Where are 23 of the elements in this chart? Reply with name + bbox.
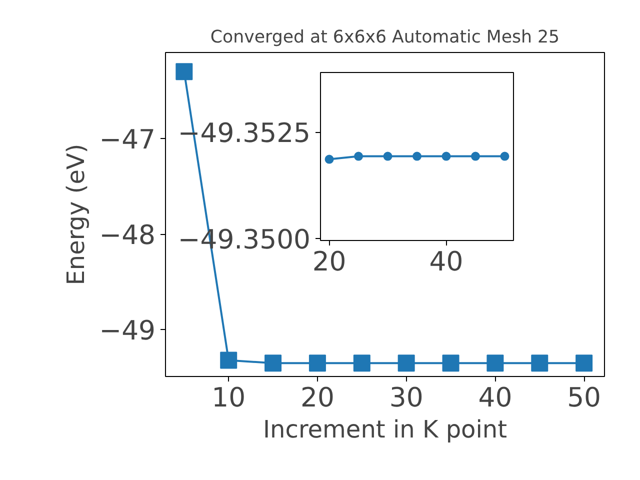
point (308, 354, 326, 372)
y-tick-label: −47 (99, 124, 156, 156)
point (442, 354, 460, 372)
point (398, 354, 415, 372)
point (576, 354, 593, 372)
x-tick-label: 20 (312, 246, 346, 278)
point (176, 63, 193, 80)
y-axis-title: Energy (eV) (62, 144, 90, 286)
x-tick-label: 40 (478, 382, 512, 414)
y-tick-label: −49 (99, 316, 156, 347)
x-tick-label: 40 (429, 246, 464, 278)
x-tick-label: 20 (300, 382, 334, 414)
x-tick-label: 10 (212, 382, 246, 414)
x-tick-label: 30 (389, 382, 424, 414)
point (220, 352, 238, 369)
point (353, 354, 370, 372)
x-tick-label: 50 (567, 382, 602, 414)
y-tick-label: −48 (99, 220, 156, 252)
point (264, 354, 282, 372)
x-axis-title: Increment in K point (262, 416, 508, 444)
point (531, 354, 548, 372)
point (486, 354, 504, 372)
chart-title: Converged at 6x6x6 Automatic Mesh 25 (210, 28, 560, 48)
